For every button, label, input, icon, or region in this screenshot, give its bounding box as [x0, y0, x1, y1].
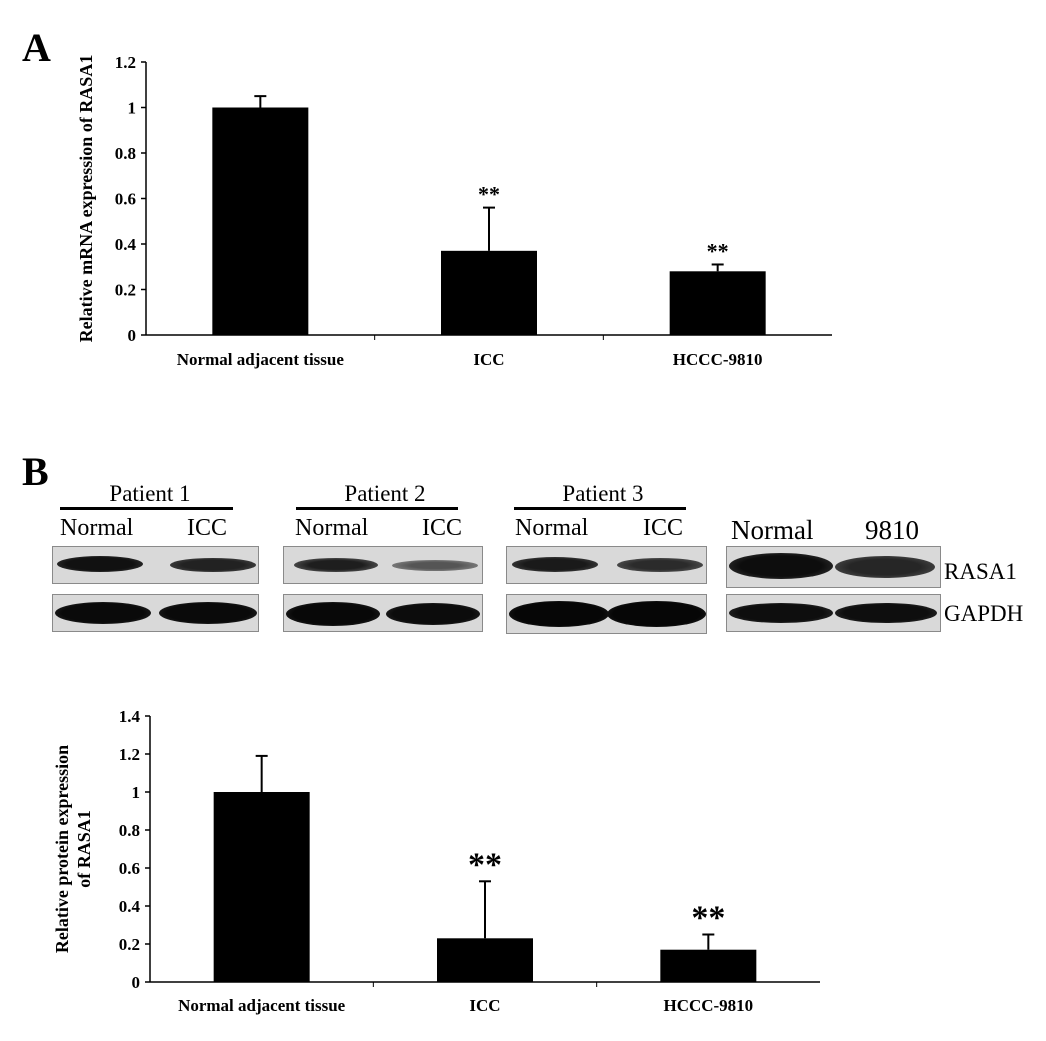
y-axis-title: Relative mRNA expression of RASA1: [76, 55, 96, 343]
y-tick-label: 0.4: [115, 235, 137, 254]
marker-label-rasa1: RASA1: [944, 559, 1017, 584]
y-tick-label: 0.4: [119, 897, 141, 916]
panel-letter-b: B: [22, 449, 49, 494]
blot-rasa1-patient-1: [52, 546, 259, 584]
y-tick-label: 0.6: [119, 859, 140, 878]
y-tick-label: 1: [132, 783, 141, 802]
patient-2-lane-normal: Normal: [295, 515, 369, 541]
bar: [660, 949, 757, 982]
blot-rasa1-patient-2: [283, 546, 483, 584]
blot-rasa1-patient-3: [506, 546, 707, 584]
y-axis-title: of RASA1: [74, 810, 94, 888]
patient-1-lane-normal: Normal: [60, 515, 134, 541]
significance-label: **: [468, 846, 502, 883]
bar: [437, 938, 533, 982]
blot-gapdh-cellline: [726, 594, 941, 632]
y-tick-label: 0.2: [119, 935, 140, 954]
x-category-label: ICC: [473, 350, 504, 369]
marker-label-gapdh: GAPDH: [944, 601, 1024, 626]
y-tick-label: 1: [128, 99, 137, 118]
y-tick-label: 0.2: [115, 281, 136, 300]
bar: [441, 250, 537, 335]
patient-3-bracket: [514, 507, 686, 510]
x-category-label: HCCC-9810: [673, 350, 763, 369]
blot-rasa1-cellline: [726, 546, 941, 588]
x-category-label: Normal adjacent tissue: [177, 350, 345, 369]
patient-3-lane-icc: ICC: [643, 515, 684, 541]
patient-2-label: Patient 2: [344, 481, 426, 506]
patient-2-lane-icc: ICC: [422, 515, 463, 541]
x-category-label: Normal adjacent tissue: [178, 996, 346, 1015]
y-tick-label: 0: [132, 973, 141, 992]
significance-label: **: [478, 182, 500, 207]
cellline-lane-normal: Normal: [731, 515, 814, 545]
bar: [212, 107, 309, 335]
patient-1-bracket: [60, 507, 233, 510]
y-tick-label: 0.6: [115, 190, 136, 209]
panel-letter-a: A: [22, 25, 51, 70]
patient-1-lane-icc: ICC: [187, 515, 228, 541]
significance-label: **: [707, 238, 729, 263]
y-tick-label: 0: [128, 326, 137, 345]
significance-label: **: [691, 900, 725, 937]
cellline-lane-9810: 9810: [865, 515, 919, 545]
bar: [669, 271, 766, 335]
patient-2-bracket: [296, 507, 458, 510]
x-category-label: ICC: [469, 996, 500, 1015]
patient-3-label: Patient 3: [562, 481, 644, 506]
y-tick-label: 1.2: [119, 745, 140, 764]
blot-gapdh-patient-3: [506, 594, 707, 634]
x-category-label: HCCC-9810: [663, 996, 753, 1015]
blot-gapdh-patient-2: [283, 594, 483, 632]
patient-1-label: Patient 1: [109, 481, 191, 506]
bar: [213, 792, 310, 982]
y-tick-label: 0.8: [115, 144, 136, 163]
y-axis-title: Relative protein expression: [52, 745, 72, 953]
y-tick-label: 0.8: [119, 821, 140, 840]
blot-gapdh-patient-1: [52, 594, 259, 632]
y-tick-label: 1.2: [115, 53, 136, 72]
mrna-bar-chart: 0 0.2 0.4 0.6 0.8 1 1.2 Normal adjacent tissue *…: [76, 53, 832, 369]
patient-3-lane-normal: Normal: [515, 515, 589, 541]
y-tick-label: 1.4: [119, 707, 141, 726]
